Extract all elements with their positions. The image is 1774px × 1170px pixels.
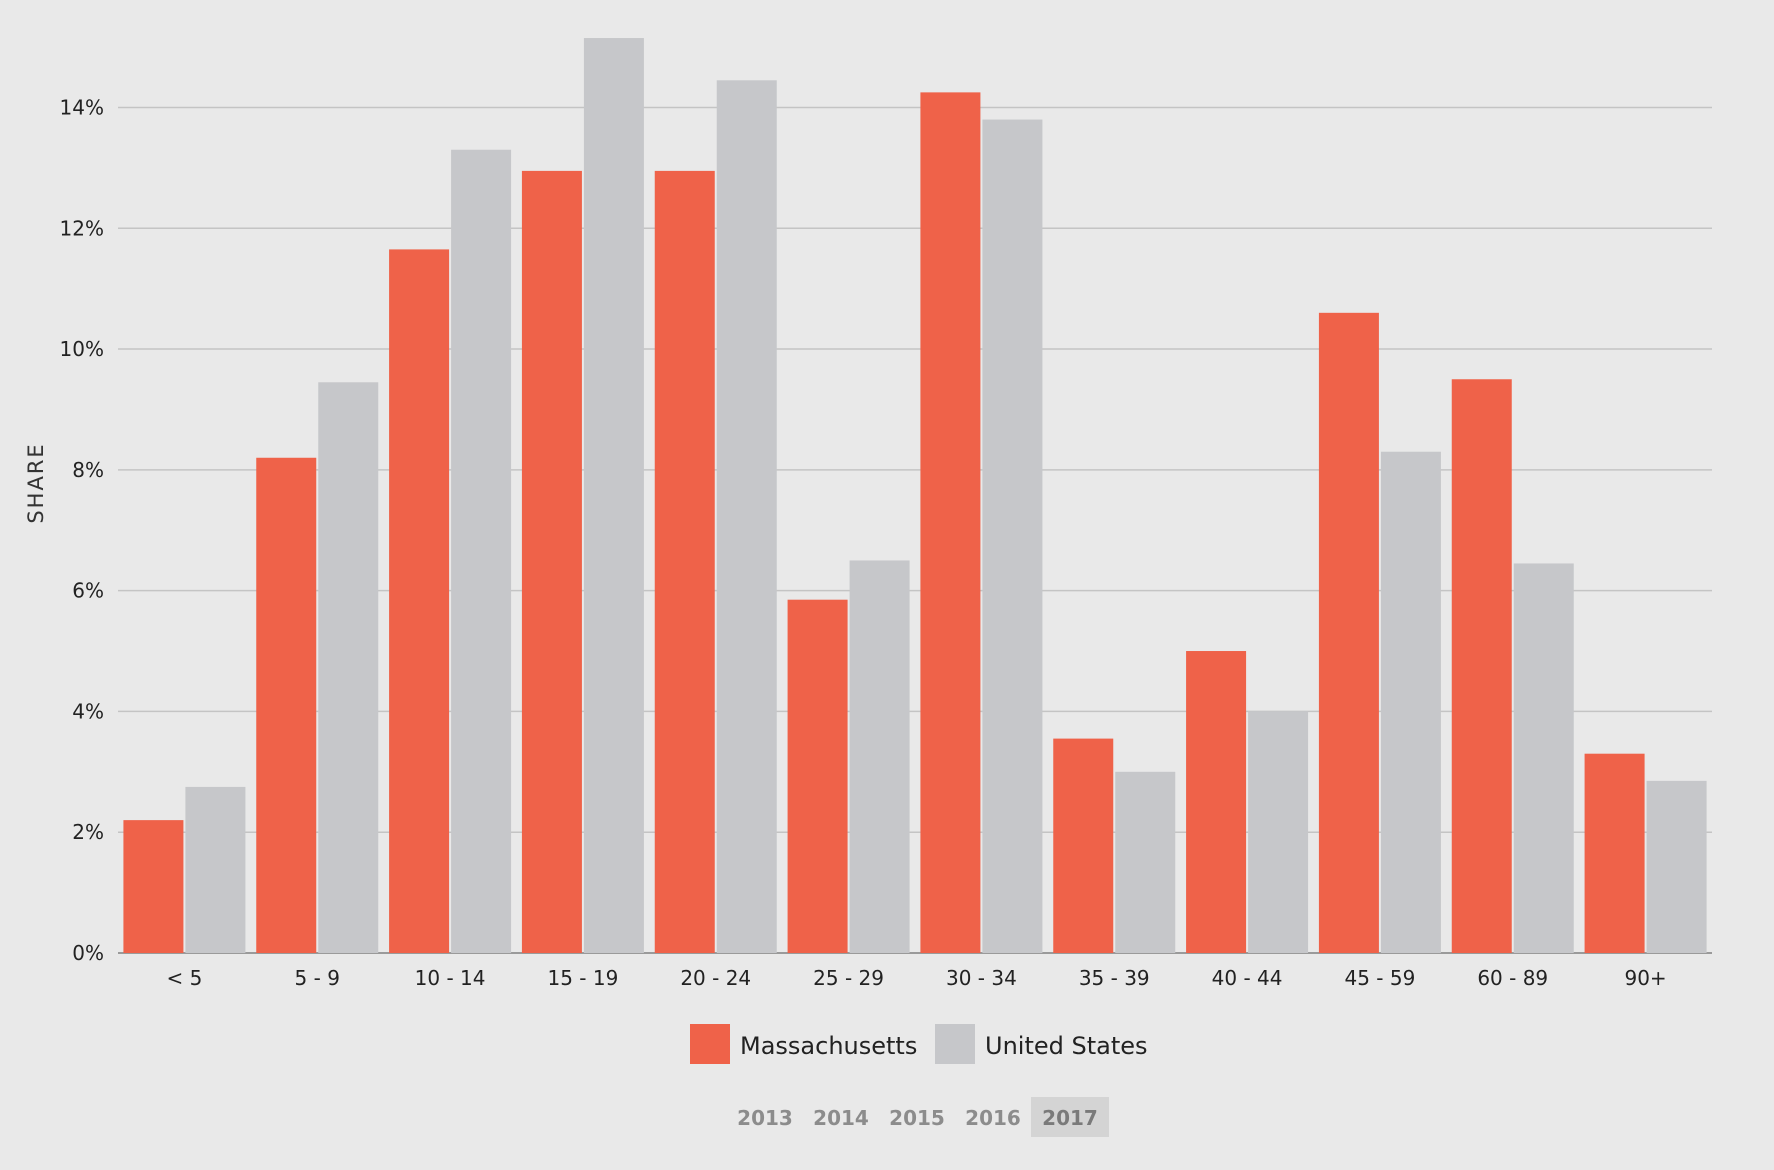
year-label: 2015 xyxy=(889,1106,945,1130)
y-tick-label: 4% xyxy=(72,699,104,723)
x-tick-label: 40 - 44 xyxy=(1212,966,1283,990)
y-axis-ticks: 0% 2% 4% 6% 8% 10% 12% 14% xyxy=(60,95,104,965)
bar-united-states xyxy=(318,382,379,953)
year-button-2017[interactable]: 2017 xyxy=(1031,1097,1109,1137)
bar-massachusetts xyxy=(521,170,582,953)
x-axis-ticks: < 5 5 - 9 10 - 14 15 - 19 20 - 24 25 - 29 30 -… xyxy=(166,966,1666,990)
legend-label: Massachusetts xyxy=(740,1032,917,1060)
year-label: 2017 xyxy=(1042,1106,1098,1130)
x-tick-label: 30 - 34 xyxy=(946,966,1017,990)
y-tick-label: 6% xyxy=(72,579,104,603)
x-tick-label: 90+ xyxy=(1624,966,1666,990)
bar-united-states xyxy=(1513,563,1574,953)
x-tick-label: 25 - 29 xyxy=(813,966,884,990)
bar-united-states xyxy=(716,80,777,954)
legend-item-united-states[interactable]: United States xyxy=(935,1024,1148,1064)
bar-massachusetts xyxy=(1451,379,1512,953)
legend: Massachusetts United States xyxy=(690,1024,1148,1064)
y-axis-label: SHARE xyxy=(24,442,48,523)
x-tick-label: 15 - 19 xyxy=(547,966,618,990)
year-active-highlight xyxy=(1031,1097,1109,1137)
bar-massachusetts xyxy=(920,92,981,953)
year-button-2015[interactable]: 2015 xyxy=(889,1106,945,1130)
year-button-2016[interactable]: 2016 xyxy=(965,1106,1021,1130)
x-tick-label: 45 - 59 xyxy=(1344,966,1415,990)
bar-massachusetts xyxy=(1318,312,1379,953)
y-tick-label: 14% xyxy=(60,95,104,119)
grid-layer xyxy=(118,106,1712,954)
y-tick-label: 0% xyxy=(72,941,104,965)
bar-massachusetts xyxy=(123,820,184,953)
legend-item-massachusetts[interactable]: Massachusetts xyxy=(690,1024,917,1064)
bar-massachusetts xyxy=(1186,651,1247,953)
bar-united-states xyxy=(849,560,910,953)
bar-united-states xyxy=(1646,780,1707,953)
bar-massachusetts xyxy=(1584,753,1645,953)
bar-united-states xyxy=(185,786,246,953)
year-label: 2014 xyxy=(813,1106,869,1130)
x-tick-label: < 5 xyxy=(166,966,202,990)
y-tick-label: 2% xyxy=(72,820,104,844)
year-label: 2013 xyxy=(737,1106,793,1130)
year-button-2013[interactable]: 2013 xyxy=(737,1106,793,1130)
x-tick-label: 20 - 24 xyxy=(680,966,751,990)
legend-swatch xyxy=(690,1024,730,1064)
x-tick-label: 5 - 9 xyxy=(295,966,340,990)
bar-massachusetts xyxy=(654,170,715,953)
x-tick-label: 10 - 14 xyxy=(415,966,486,990)
bar-massachusetts xyxy=(389,249,450,954)
bars-layer xyxy=(123,38,1707,954)
bar-united-states xyxy=(1248,711,1309,953)
bar-united-states xyxy=(1115,771,1176,953)
bar-united-states xyxy=(1380,451,1441,953)
year-button-2014[interactable]: 2014 xyxy=(813,1106,869,1130)
y-tick-label: 8% xyxy=(72,458,104,482)
year-selector: 2013 2014 2015 2016 2017 xyxy=(737,1097,1109,1137)
x-tick-label: 60 - 89 xyxy=(1477,966,1548,990)
y-tick-label: 10% xyxy=(60,337,104,361)
legend-label: United States xyxy=(985,1032,1148,1060)
bar-massachusetts xyxy=(787,599,848,953)
bar-massachusetts xyxy=(1053,738,1114,953)
year-label: 2016 xyxy=(965,1106,1021,1130)
legend-swatch xyxy=(935,1024,975,1064)
y-tick-label: 12% xyxy=(60,216,104,240)
bar-massachusetts xyxy=(256,457,317,953)
bar-united-states xyxy=(451,149,512,953)
x-tick-label: 35 - 39 xyxy=(1079,966,1150,990)
bar-united-states xyxy=(583,38,644,954)
bar-united-states xyxy=(982,119,1043,954)
